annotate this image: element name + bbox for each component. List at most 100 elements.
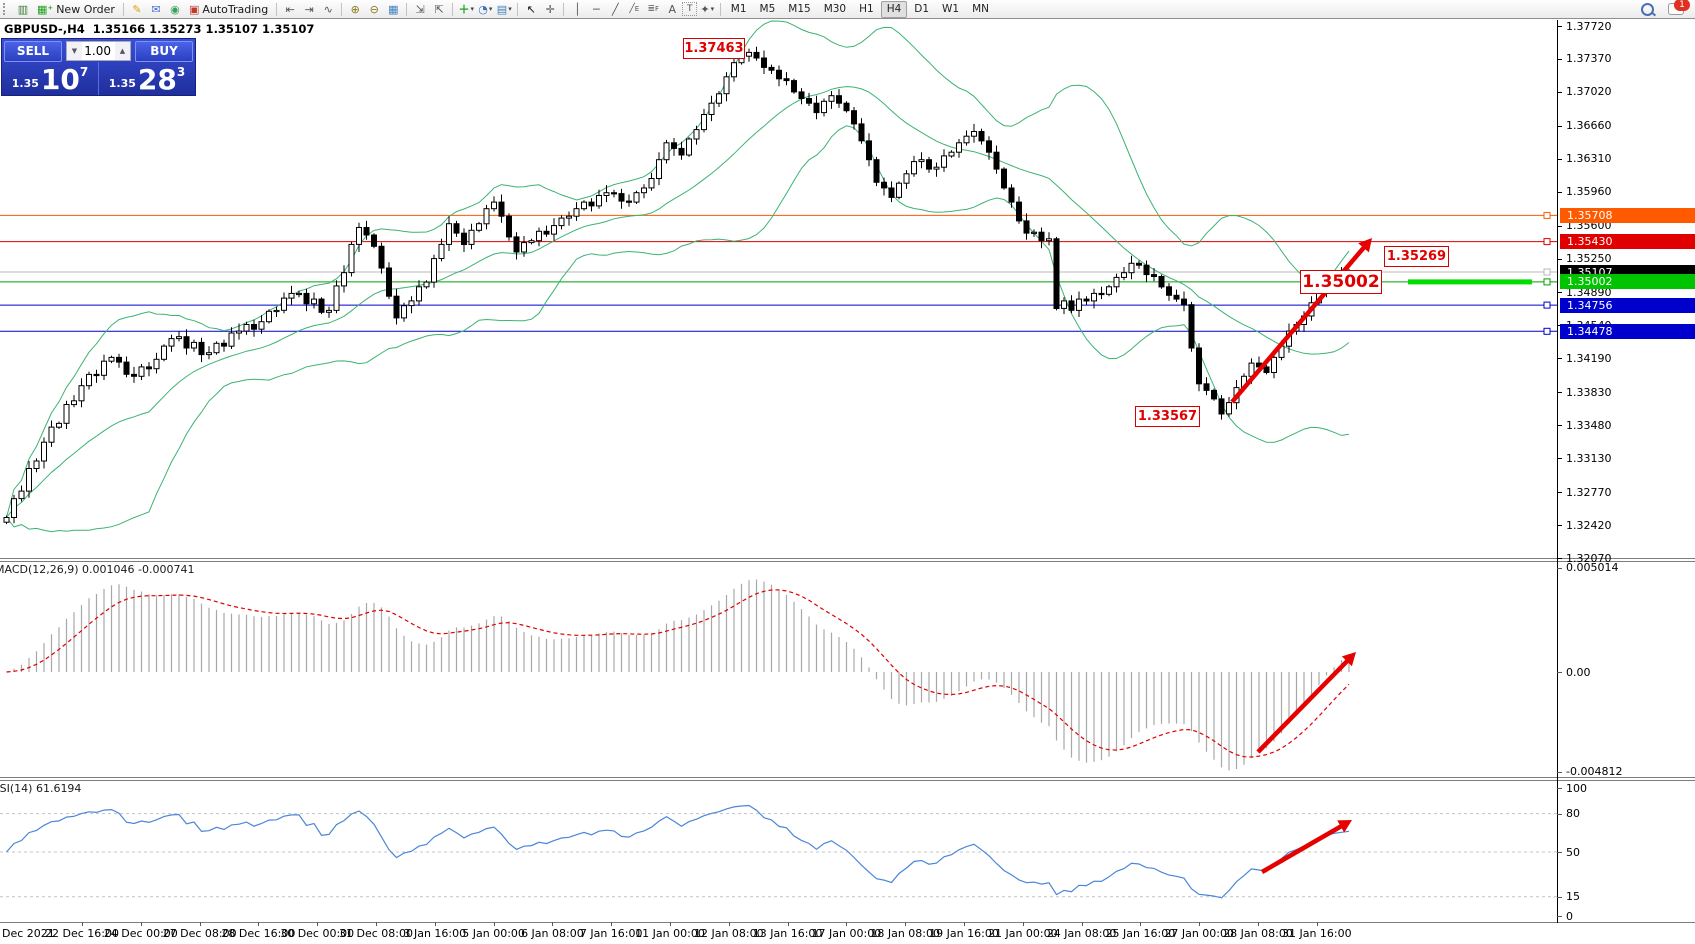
price-axis-tickmark	[1557, 292, 1562, 294]
trendline-icon[interactable]: ╱	[611, 2, 619, 16]
cursor-icon[interactable]: ↖	[526, 2, 536, 16]
tf-button-m15[interactable]: M15	[788, 3, 811, 15]
auto-scroll-icon[interactable]: ⇥	[304, 2, 314, 16]
price-axis-tickmark	[1557, 91, 1562, 93]
date-axis-label: 5 Jan 00:00	[462, 927, 525, 940]
tf-button-mn[interactable]: MN	[972, 3, 990, 15]
price-axis-tick: 1.32770	[1566, 485, 1612, 499]
date-axis-tickmark	[82, 922, 83, 926]
toolbar-grip[interactable]	[3, 3, 10, 15]
step-end-icon[interactable]: ⇱	[434, 2, 444, 16]
date-axis-tickmark	[552, 922, 554, 926]
date-axis-label: 28 Jan 08:00	[1223, 927, 1293, 940]
date-axis-tickmark	[1258, 922, 1259, 926]
price-axis-tick: 1.35250	[1566, 252, 1612, 266]
date-axis-label: 13 Jan 16:00	[752, 927, 823, 940]
chart-shift-icon[interactable]: ⇤	[285, 2, 295, 16]
new-order-icon: ▦⁺	[37, 2, 54, 16]
autotrading-button[interactable]: ▣ AutoTrading	[188, 2, 269, 16]
alert-icon[interactable]: ◉	[170, 2, 180, 16]
volume-decrease-button[interactable]: ▼	[67, 42, 82, 60]
rsi-axis-tick: 50	[1566, 845, 1580, 859]
sell-price-big: 10	[40, 63, 80, 96]
vertical-line-icon[interactable]: │	[573, 2, 581, 16]
search-icon[interactable]	[1641, 2, 1654, 16]
buy-price[interactable]: 1.35 28 3	[98, 62, 195, 95]
sell-button[interactable]: SELL	[4, 40, 62, 62]
tile-windows-icon[interactable]: ▦	[388, 2, 399, 16]
tf-button-h1[interactable]: H1	[859, 3, 874, 15]
fibonacci-icon[interactable]: ≣ F	[647, 4, 660, 14]
price-axis-line	[1557, 20, 1558, 923]
volume-increase-button[interactable]: ▲	[115, 42, 130, 60]
tf-button-h4[interactable]: H4	[881, 0, 907, 18]
tf-button-w1[interactable]: W1	[942, 3, 960, 15]
tf-button-d1[interactable]: D1	[914, 3, 930, 15]
templates-icon[interactable]: ▤ ▾	[496, 2, 512, 16]
date-axis-tickmark	[1022, 922, 1024, 926]
price-badge-1.35002: 1.35002	[1560, 274, 1695, 290]
price-annotation-1.35269[interactable]: 1.35269	[1384, 246, 1449, 267]
step-forward-icon[interactable]: ⇲	[415, 2, 425, 16]
equidistant-channel-icon[interactable]: ╱ E	[629, 4, 640, 14]
price-axis-tick: 1.33480	[1566, 418, 1612, 432]
price-annotation-1.37463[interactable]: 1.37463	[683, 38, 745, 59]
macd-axis-tickmark	[1557, 672, 1562, 673]
volume-input[interactable]: 1.00	[82, 42, 115, 60]
chat-icon[interactable]: 1	[1668, 0, 1690, 15]
price-badge-1.35708: 1.35708	[1560, 207, 1695, 223]
price-axis-tick: 1.33830	[1566, 385, 1612, 399]
crosshair-icon[interactable]: ✛	[545, 2, 555, 16]
text-icon[interactable]: A	[668, 2, 677, 16]
date-axis-tickmark	[493, 922, 495, 926]
price-axis-tickmark	[1557, 258, 1562, 260]
price-axis-tickmark	[1557, 558, 1562, 559]
sell-price[interactable]: 1.35 10 7	[2, 62, 98, 95]
date-axis-tickmark	[611, 922, 613, 926]
tf-button-m5[interactable]: M5	[759, 3, 776, 15]
price-axis-tick: 1.37370	[1566, 52, 1612, 66]
arrows-icon[interactable]: ✦ ▾	[700, 2, 715, 16]
price-axis-tickmark	[1557, 358, 1562, 360]
price-axis-tick: 1.32420	[1566, 518, 1612, 532]
periods-clock-icon[interactable]: ◔ ▾	[478, 2, 493, 16]
date-axis-label: 24 Jan 08:00	[1046, 927, 1117, 940]
buy-button[interactable]: BUY	[135, 40, 193, 62]
macd-axis-tick: 0.005014	[1566, 561, 1619, 575]
date-axis-tickmark	[905, 922, 907, 926]
date-axis-label: 11 Jan 00:00	[635, 927, 705, 940]
date-axis-tickmark	[1199, 922, 1201, 926]
timeframe-toolbar: M1 M5 M15 M30 H1 H4 D1 W1 MN	[725, 0, 994, 18]
date-axis-label: 12 Jan 08:00	[693, 927, 764, 940]
tf-button-m30[interactable]: M30	[823, 3, 847, 15]
date-axis-label: 6 Jan 08:00	[521, 927, 584, 940]
price-annotation-1.33567[interactable]: 1.33567	[1135, 406, 1200, 427]
curve-icon[interactable]: ∿	[323, 2, 333, 16]
date-axis-tickmark	[140, 922, 142, 926]
zoom-in-icon[interactable]: ⊕	[350, 2, 360, 16]
indicators-add-icon[interactable]: ＋ ▾	[458, 3, 475, 16]
price-axis-tickmark	[1557, 125, 1562, 127]
buy-price-prefix: 1.35	[108, 77, 136, 90]
crayon-icon[interactable]: ✎	[132, 2, 142, 16]
buy-price-pip: 3	[176, 65, 186, 79]
autotrading-icon: ▣	[188, 2, 200, 16]
price-axis-tickmark	[1557, 425, 1562, 427]
rsi-axis-tick: 15	[1566, 890, 1580, 904]
date-axis-tickmark	[199, 922, 201, 926]
date-axis-tickmark	[964, 922, 965, 926]
sell-price-prefix: 1.35	[11, 77, 39, 90]
horizontal-line-icon[interactable]: ─	[592, 2, 600, 16]
date-axis-tickmark	[317, 922, 319, 926]
price-axis-tickmark	[1557, 225, 1562, 227]
chart-window-icon[interactable]: ▥	[17, 2, 29, 16]
date-axis-label: 3 Jan 16:00	[403, 927, 467, 940]
label-icon[interactable]: T	[682, 2, 698, 16]
rsi-axis-tickmark	[1557, 852, 1562, 853]
tf-button-m1[interactable]: M1	[730, 3, 747, 15]
zoom-out-icon[interactable]: ⊖	[369, 2, 379, 16]
price-axis-tickmark	[1557, 525, 1562, 527]
price-annotation-1.35002[interactable]: 1.35002	[1300, 270, 1382, 294]
new-order-button[interactable]: ▦⁺ New Order	[37, 2, 115, 16]
mail-icon[interactable]: ✉	[151, 2, 161, 16]
